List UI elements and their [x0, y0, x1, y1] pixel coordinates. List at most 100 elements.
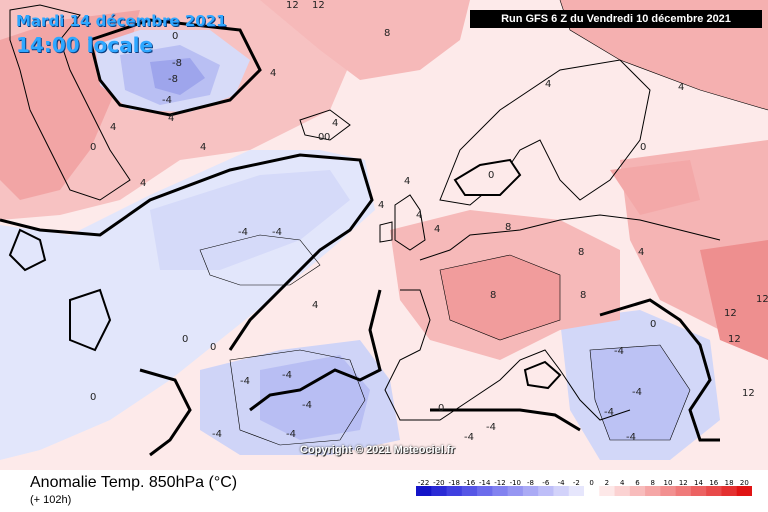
variable-title: Anomalie Temp. 850hPa (°C)	[30, 474, 238, 491]
contour-label: 0	[210, 342, 216, 353]
legend-tick-label: 4	[619, 479, 625, 487]
contour-label: 8	[490, 290, 496, 301]
legend-tick-label: 16	[709, 479, 719, 487]
legend-color-box	[690, 486, 707, 496]
contour-label: 0	[172, 31, 178, 42]
legend-color-box	[446, 486, 463, 496]
legend-tick-label: -16	[463, 479, 476, 487]
contour-label: 4	[332, 118, 338, 129]
zero-contour-scandinavia	[453, 158, 522, 196]
zero-contour-atlantic	[0, 153, 374, 351]
contour-label: 12	[312, 0, 325, 11]
contour-label: 0	[182, 334, 188, 345]
warm-core-black-sea	[700, 240, 768, 360]
contour-label: 12	[724, 308, 737, 319]
zero-contour-newfoundland	[8, 228, 112, 352]
legend-tick-label: 0	[589, 479, 594, 487]
contour-8-france	[439, 254, 561, 341]
contour-label: -4	[464, 432, 474, 443]
zero-contour-azores	[139, 368, 192, 457]
warm-core-france	[440, 255, 560, 340]
british-isles-coast	[379, 194, 426, 251]
contour-label: 0	[90, 142, 96, 153]
legend-color-box	[461, 486, 478, 496]
legend-color-box	[721, 486, 738, 496]
contour-label: -4	[486, 422, 496, 433]
legend-tick-label: 8	[650, 479, 655, 487]
legend-color-box	[614, 486, 631, 496]
legend-tick-label: 2	[604, 479, 610, 487]
legend-color-box	[736, 486, 752, 496]
contour-label: -4	[272, 227, 282, 238]
contour-label: -4	[626, 432, 636, 443]
legend-color-box	[538, 486, 554, 496]
legend-color-box	[553, 486, 570, 496]
legend-color-box	[492, 486, 509, 496]
legend-tick-label: -14	[478, 479, 491, 487]
contour-label: 12	[756, 294, 768, 305]
lead-time: (+ 102h)	[30, 494, 72, 506]
warm-region-norwegian-sea	[260, 0, 470, 80]
contour-label: -8	[168, 74, 178, 85]
contour-label: 4	[434, 224, 440, 235]
legend-color-box	[568, 486, 585, 496]
legend-tick-labels: -22 -20 -18 -16 -14 -12 -10 -8 -6 -4 -2 0 2 4 6 8 10 12 14…	[416, 479, 752, 488]
contour-label: 4	[378, 200, 384, 211]
contour-label: 0	[324, 132, 330, 143]
contour-label: 4	[312, 300, 318, 311]
legend-tick-label: -18	[448, 479, 460, 487]
cool-core-balkans	[590, 345, 690, 440]
contour-label: 4	[140, 178, 146, 189]
contour-label: 4	[678, 82, 684, 93]
contour-label: -4	[212, 429, 222, 440]
legend-color-box	[675, 486, 692, 496]
contour-label: 0	[438, 403, 444, 414]
cool-core-iberia	[260, 355, 370, 440]
model-run-info: Run GFS 6 Z du Vendredi 10 décembre 2021	[470, 10, 762, 28]
warm-core-baltics	[610, 160, 700, 215]
contour-label: 4	[404, 176, 410, 187]
contour-label: -4	[238, 227, 248, 238]
contour-label: 8	[384, 28, 390, 39]
legend-color-box	[507, 486, 524, 496]
forecast-time-title: 14:00 locale	[16, 33, 153, 57]
legend-color-box	[645, 486, 661, 496]
legend-color-box	[416, 486, 432, 496]
contour-label: -4	[632, 387, 642, 398]
contour-label: 4	[200, 142, 206, 153]
legend-tick-label: -20	[433, 479, 445, 487]
contour-label: -4	[162, 95, 172, 106]
contour-label: 8	[505, 222, 511, 233]
legend-tick-label: 14	[694, 479, 703, 487]
contour-label: 0	[318, 132, 324, 143]
contour-label: -4	[240, 376, 250, 387]
contour-label: 8	[580, 290, 586, 301]
legend-tick-label: -10	[509, 479, 522, 487]
contour-label: 8	[578, 247, 584, 258]
legend-tick-label: -4	[557, 479, 565, 487]
contour-label: 12	[286, 0, 299, 11]
contour-label: 4	[110, 122, 116, 133]
contour-label: 4	[168, 113, 174, 124]
contour-label: -4	[282, 370, 292, 381]
contour-label: -4	[614, 346, 624, 357]
legend-tick-label: -22	[417, 479, 430, 487]
legend-tick-label: -6	[542, 479, 550, 487]
legend-tick-label: 10	[663, 479, 673, 487]
contour-label: 0	[488, 170, 494, 181]
legend-tick-label: 18	[724, 479, 734, 487]
legend-tick-label: 6	[635, 479, 640, 487]
legend-color-box	[584, 486, 600, 496]
contour-label: -4	[604, 407, 614, 418]
zero-contour-greenland	[88, 18, 262, 117]
legend-color-box	[431, 486, 448, 496]
contour-minus4-iberia	[229, 349, 366, 446]
legend-color-box	[629, 486, 646, 496]
zero-contour-mediterranean	[430, 298, 720, 442]
contour-label: 4	[638, 247, 644, 258]
cool-core-atlantic	[150, 170, 350, 270]
legend-tick-label: -8	[527, 479, 534, 487]
contour-label: -4	[286, 429, 296, 440]
legend-color-box	[599, 486, 616, 496]
